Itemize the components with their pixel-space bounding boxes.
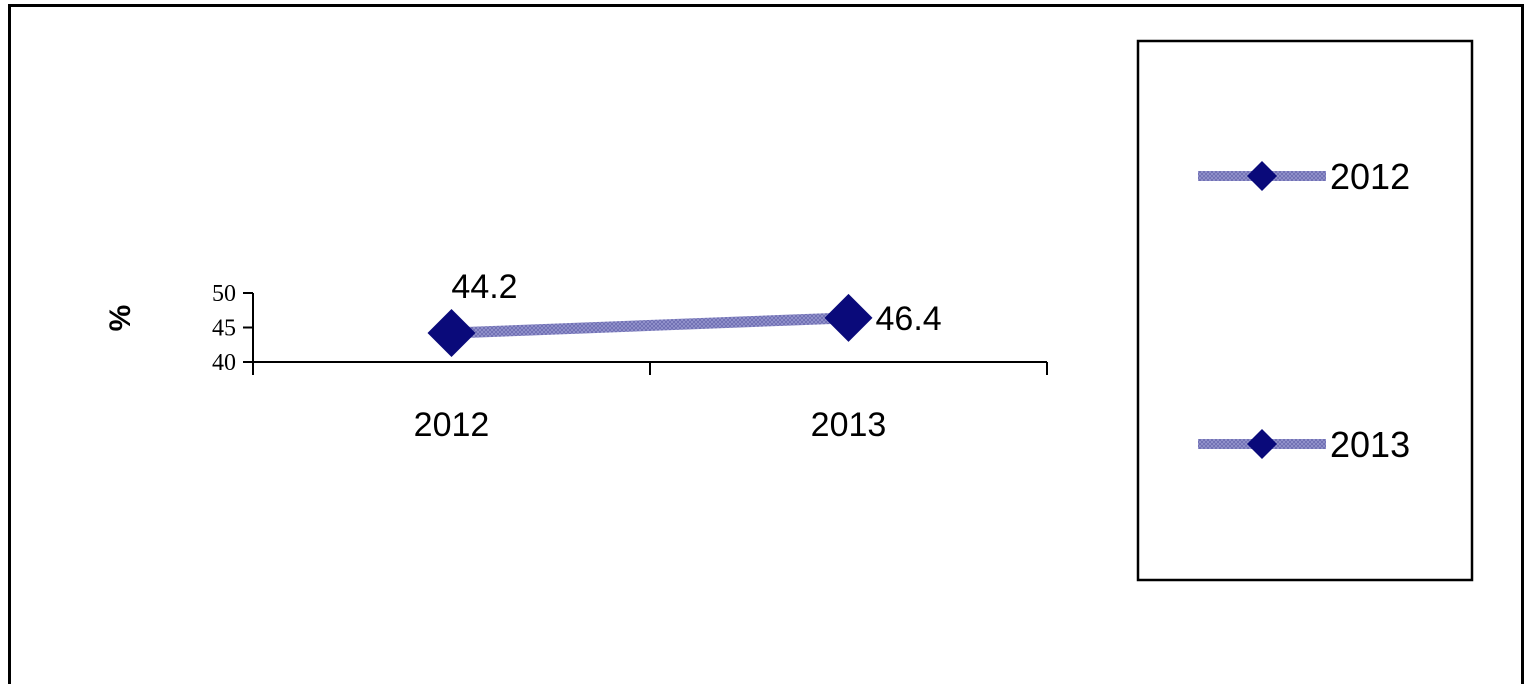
x-tick-label: 2012	[414, 406, 490, 444]
data-label: 44.2	[451, 268, 517, 306]
legend: 2012 2013	[1198, 156, 1410, 465]
legend-marker-swatch	[1247, 161, 1277, 191]
y-tick-label: 50	[212, 281, 236, 307]
data-point-marker	[824, 293, 873, 342]
y-tick-label: 45	[212, 316, 236, 342]
legend-label: 2013	[1330, 424, 1410, 465]
series-line-path	[451, 312, 849, 339]
series-line: 44.2 46.4	[427, 268, 942, 358]
data-label: 46.4	[876, 300, 942, 338]
legend-label: 2012	[1330, 156, 1410, 197]
legend-box	[1136, 39, 1474, 582]
y-axis-title: %	[104, 305, 137, 332]
y-ticks: 40 45 50	[212, 281, 253, 376]
legend-marker-swatch	[1247, 429, 1277, 459]
y-tick-label: 40	[212, 350, 236, 376]
x-tick-label: 2013	[811, 406, 887, 444]
data-point-marker	[427, 309, 476, 358]
x-ticks: 2012 2013	[252, 362, 1048, 444]
